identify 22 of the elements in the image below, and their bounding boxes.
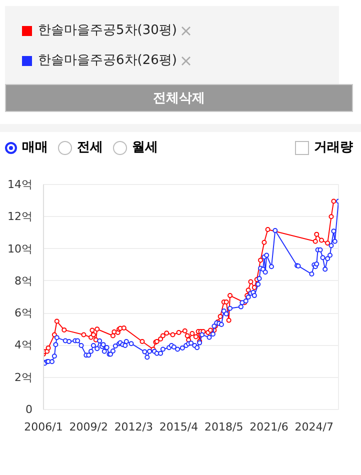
x-tick-label: 2015/4 <box>159 420 198 434</box>
x-tick-label: 2006/1 <box>24 420 63 434</box>
y-tick-label: 12억 <box>8 210 33 224</box>
x-tick-label: 2009/2 <box>69 420 108 434</box>
text: 거래량 <box>313 138 353 157</box>
y-tick-label: 14억 <box>8 178 33 191</box>
y-tick-label: 2억 <box>14 370 32 384</box>
y-tick-label: 10억 <box>8 242 33 256</box>
x-tick-label: 2012/3 <box>114 420 154 434</box>
x-tick-label: 2018/5 <box>204 420 244 434</box>
legend-label: 한솔마을주공6차(26평) <box>37 52 178 70</box>
y-tick-label: 0 <box>26 403 32 416</box>
legend-label: 한솔마을주공5차(30평) <box>37 22 178 40</box>
x-tick-label: 2024/7 <box>294 420 334 434</box>
x-tick-label: 2021/6 <box>250 420 288 434</box>
text: 전체삭제 <box>5 84 353 112</box>
text: 전세 <box>76 138 103 157</box>
text: 월세 <box>131 138 158 157</box>
y-tick-label: 8억 <box>14 274 32 288</box>
y-tick-label: 6억 <box>14 306 32 320</box>
text: 매매 <box>21 138 48 157</box>
y-tick-label: 4억 <box>14 338 32 352</box>
